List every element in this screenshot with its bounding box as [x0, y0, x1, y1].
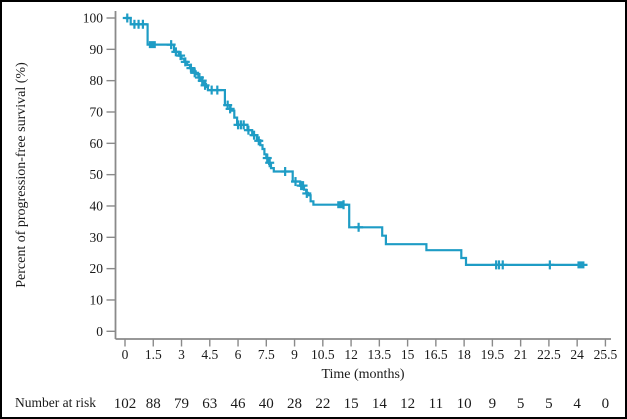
risk-count: 14 [372, 396, 388, 412]
censor-layer [122, 13, 585, 270]
x-tick-label: 19.5 [481, 347, 505, 362]
censor-plus-mark [243, 125, 253, 135]
censor-plus-mark [302, 188, 312, 198]
x-tick-label: 6 [235, 347, 242, 362]
censor-plus-mark [212, 85, 222, 95]
censor-plus-mark [166, 40, 176, 50]
risk-count: 11 [429, 396, 443, 412]
y-tick-label: 10 [90, 292, 104, 307]
risk-count: 15 [344, 396, 359, 412]
censor-plus-mark [239, 120, 249, 130]
censor-plus-mark [262, 153, 272, 163]
risk-count: 40 [259, 396, 274, 412]
x-tick-label: 9 [291, 347, 298, 362]
risk-count: 102 [114, 396, 137, 412]
y-tick-label: 70 [90, 104, 104, 119]
number-at-risk-label: Number at risk [15, 395, 96, 410]
y-tick-label: 50 [90, 167, 104, 182]
censor-plus-mark [200, 80, 210, 90]
risk-count: 5 [545, 396, 553, 412]
risk-count: 12 [400, 396, 415, 412]
risk-count: 28 [287, 396, 302, 412]
y-axis-title: Percent of progression-free survival (%) [14, 62, 29, 288]
x-tick-label: 24 [570, 347, 584, 362]
y-tick-label: 90 [90, 42, 104, 57]
y-tick-label: 80 [90, 73, 104, 88]
x-tick-label: 21 [514, 347, 528, 362]
y-tick-label: 60 [90, 136, 104, 151]
x-tick-label: 0 [122, 347, 129, 362]
risk-count: 46 [231, 396, 247, 412]
censor-plus-mark [254, 136, 264, 146]
risk-counts-layer: 102 88 79 63 46 40 28 22 15 14 12 11 10 9 5 5 4 0 [114, 396, 609, 412]
x-axis-title: Time (months) [321, 367, 405, 382]
x-tick-label: 12 [344, 347, 358, 362]
risk-count: 79 [174, 396, 189, 412]
risk-count: 10 [457, 396, 472, 412]
x-tick-label: 1.5 [145, 347, 162, 362]
x-tick-label: 25.5 [594, 347, 618, 362]
censor-plus-mark [197, 76, 207, 86]
censor-plus-mark [265, 158, 275, 168]
x-tick-label: 7.5 [258, 347, 275, 362]
censor-plus-mark [176, 51, 186, 61]
censor-square-mark [337, 201, 345, 209]
censor-plus-mark [498, 260, 508, 270]
censor-plus-mark [280, 167, 290, 177]
censor-plus-mark [122, 13, 132, 23]
censor-plus-mark [186, 63, 196, 73]
axes-layer: 0 10 20 30 40 50 60 70 80 90 100 0 1.5 3 4.5 6 7.5 9 10.5 1… [83, 11, 618, 363]
x-tick-label: 15 [401, 347, 415, 362]
censor-plus-mark [545, 260, 555, 270]
censor-plus-mark [298, 181, 308, 191]
censor-plus-mark [225, 104, 235, 114]
risk-count: 5 [517, 396, 525, 412]
x-tick-label: 16.5 [424, 347, 448, 362]
x-tick-label: 10.5 [311, 347, 335, 362]
censor-plus-mark [138, 19, 148, 29]
censor-plus-mark [180, 57, 190, 67]
censor-plus-mark [190, 68, 200, 78]
risk-count: 63 [202, 396, 217, 412]
x-tick-label: 18 [457, 347, 471, 362]
censor-square-mark [148, 41, 156, 49]
y-tick-label: 20 [90, 261, 104, 276]
risk-count: 0 [602, 396, 610, 412]
risk-count: 88 [146, 396, 161, 412]
x-tick-label: 4.5 [201, 347, 218, 362]
y-tick-label: 100 [83, 11, 104, 26]
risk-count: 9 [489, 396, 497, 412]
risk-count: 22 [315, 396, 330, 412]
y-tick-label: 0 [96, 324, 103, 339]
censor-plus-mark [249, 130, 259, 140]
risk-count: 4 [573, 396, 581, 412]
y-tick-label: 30 [90, 230, 104, 245]
x-tick-label: 13.5 [368, 347, 392, 362]
censor-square-mark [577, 261, 585, 269]
x-tick-label: 3 [178, 347, 185, 362]
censor-plus-mark [354, 222, 364, 232]
x-tick-label: 22.5 [537, 347, 561, 362]
censor-plus-mark [171, 47, 181, 57]
y-tick-label: 40 [90, 198, 104, 213]
censor-plus-mark [291, 177, 301, 187]
